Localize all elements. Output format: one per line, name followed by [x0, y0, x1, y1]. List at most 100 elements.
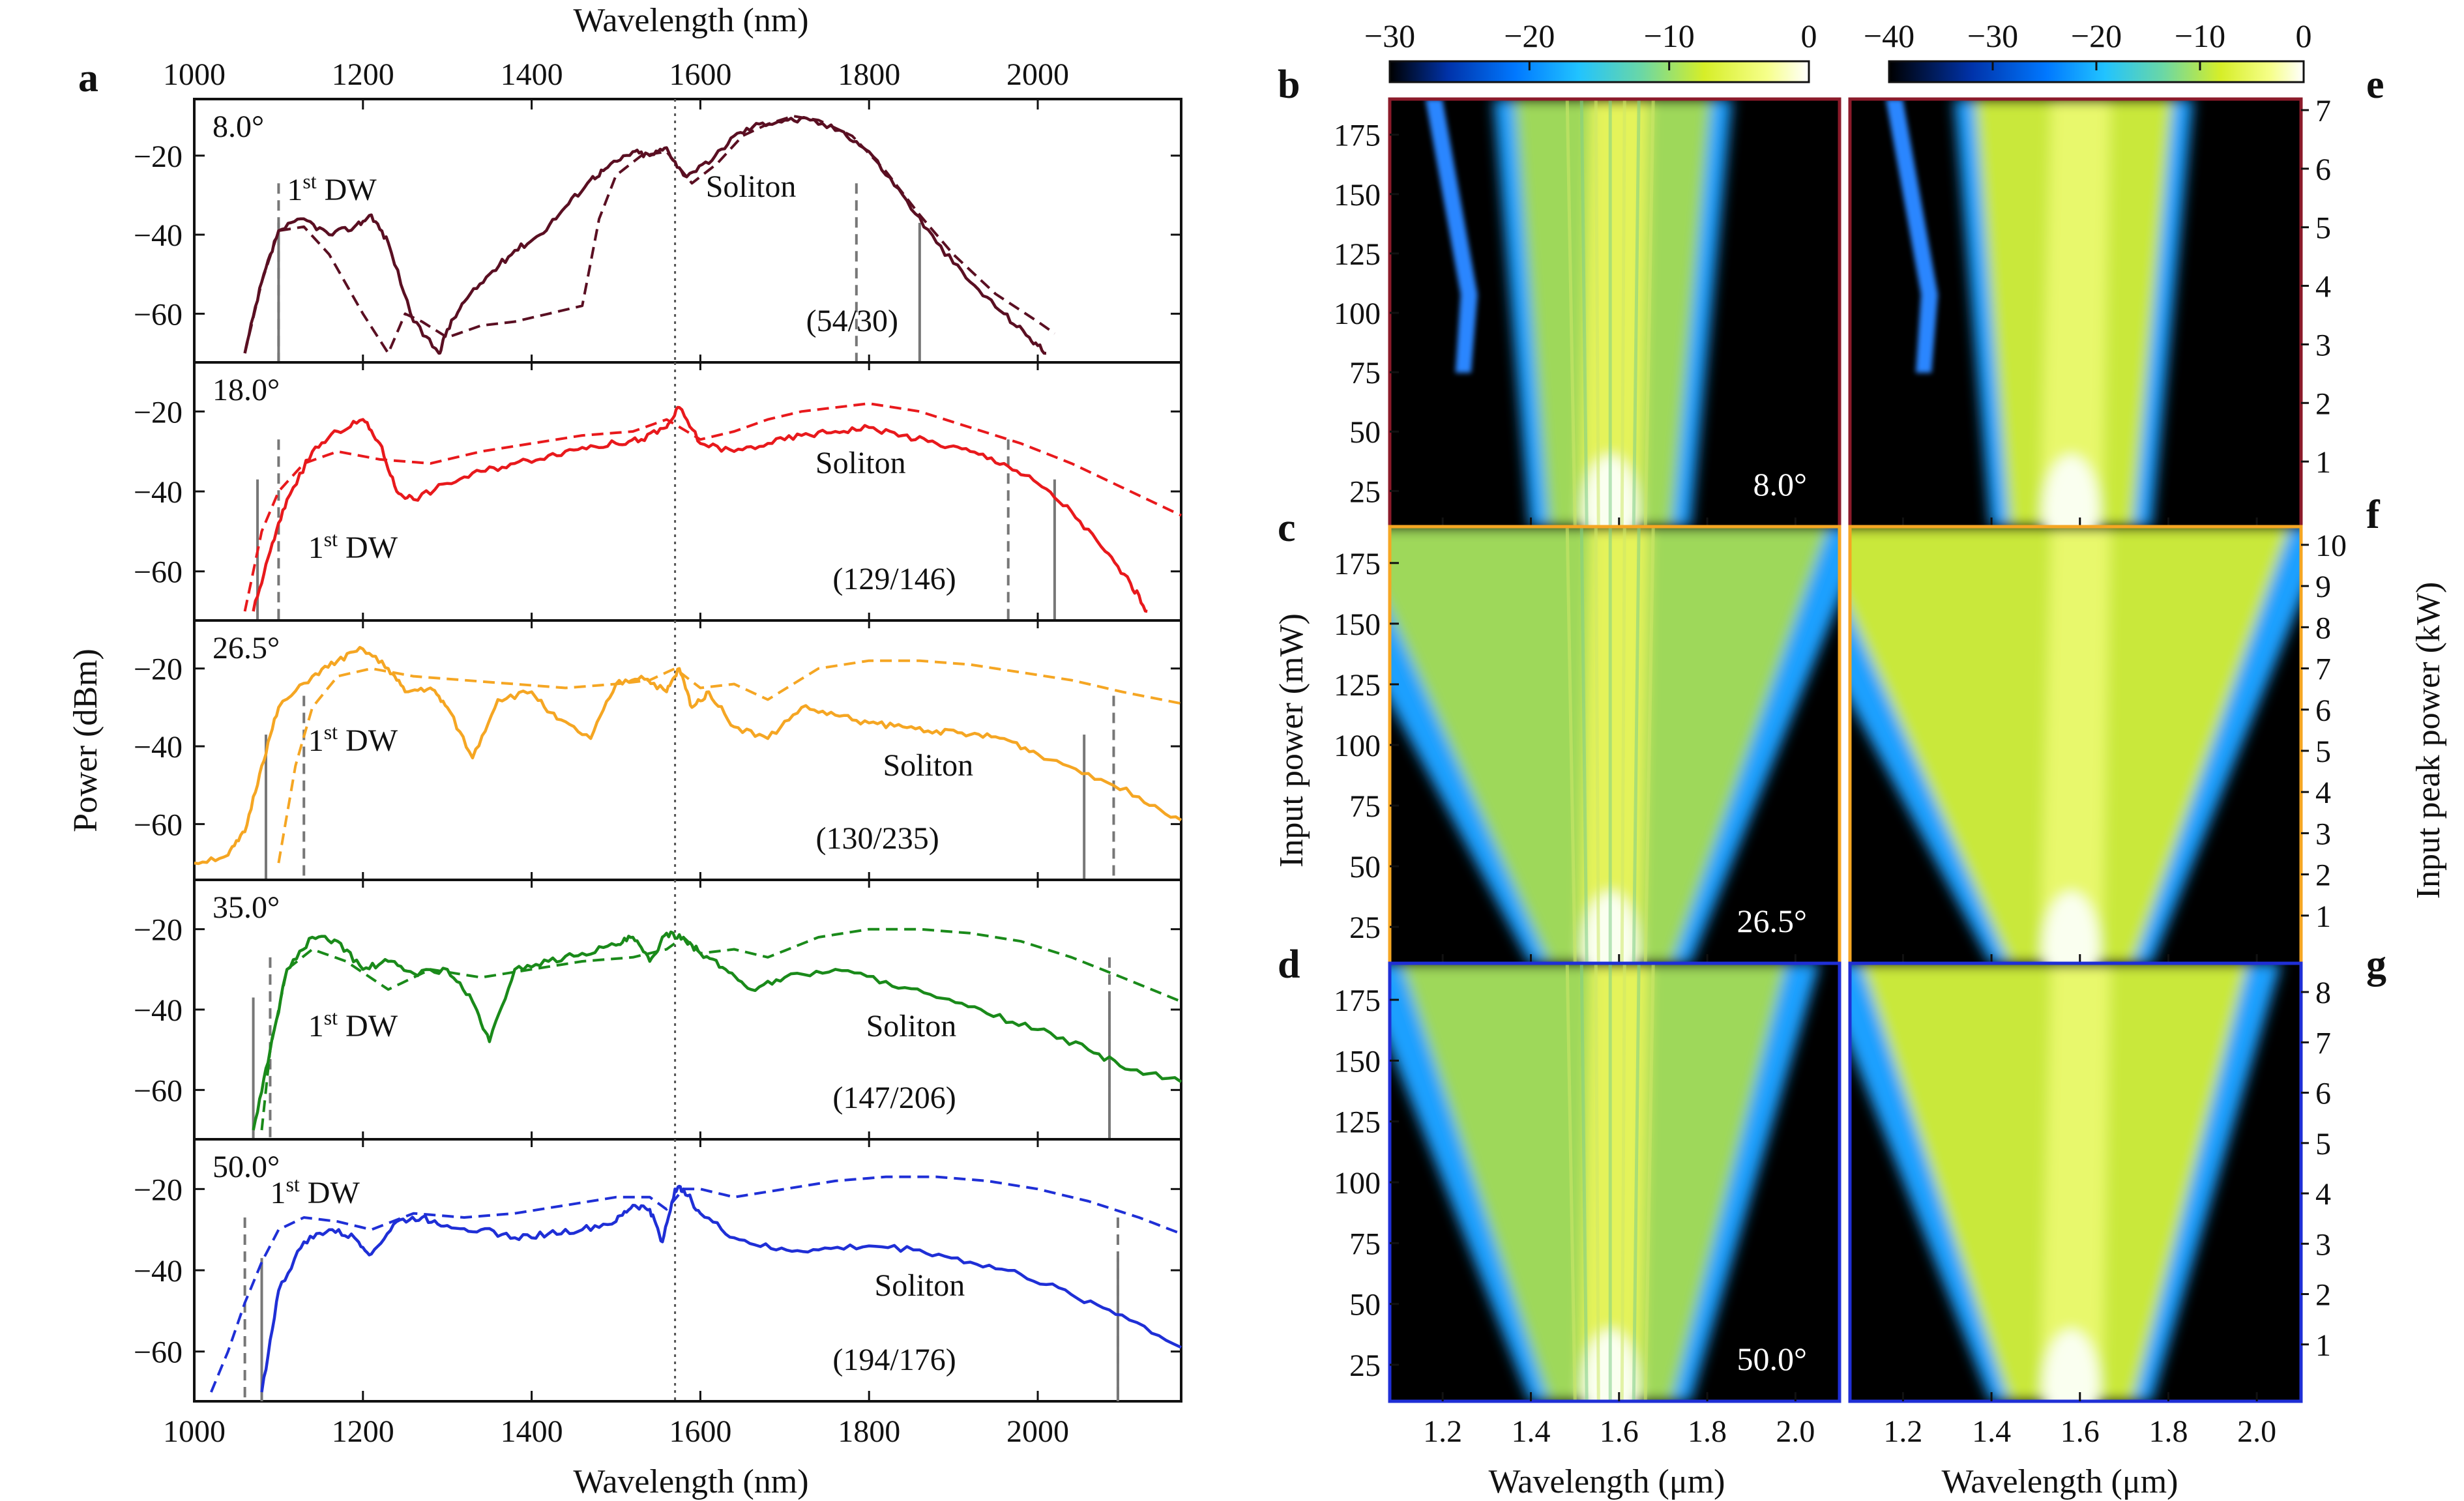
panel-a-bottom-xlabel: Wavelength (nm)	[573, 1463, 808, 1500]
map-center	[2040, 527, 2111, 963]
dw-suffix: DW	[338, 1009, 398, 1043]
map-right-y-tick-label: 4	[2315, 1177, 2331, 1212]
map-y-tick-label: 125	[1334, 237, 1381, 272]
dispersive-wave-label: 1st DW	[270, 1173, 360, 1210]
dispersive-wave-label: 1st DW	[308, 720, 398, 758]
soliton-label: Soliton	[815, 446, 906, 480]
measured-spectrum-line	[260, 1184, 1182, 1393]
map-y-tick-label: 25	[1349, 474, 1381, 509]
heatmap-ylabel-left: Input power (mW)	[1273, 613, 1310, 867]
measured-spectrum-line	[252, 405, 1148, 613]
colorbar-tick-label: −30	[1364, 18, 1415, 54]
map-intensity	[1850, 527, 2301, 963]
y-tick-label: −20	[134, 652, 183, 687]
map-y-tick-label: 75	[1349, 789, 1381, 824]
interference-fringe	[1579, 527, 1589, 963]
dispersive-wave-label: 1st DW	[287, 169, 377, 207]
interference-fringe	[1632, 99, 1641, 527]
power-ratio-label: (147/206)	[832, 1081, 956, 1115]
y-tick-label: −20	[134, 1173, 183, 1207]
interference-fringe	[1565, 527, 1577, 963]
map-right-y-tick-label: 6	[2315, 1077, 2331, 1111]
panel-letter-c: c	[1278, 506, 1296, 550]
map-right-y-tick-label: 6	[2315, 153, 2331, 187]
spectrum-subplot-1: −20 −40 −60 18.0° 1st DW Soliton (129/146)	[134, 361, 1182, 622]
dispersive-wave-label: 1st DW	[308, 1006, 398, 1043]
top-x-tick-label: 1400	[501, 57, 563, 92]
map-right-y-tick-label: 7	[2315, 1026, 2331, 1060]
dw-trace-group	[1425, 99, 1478, 373]
dw-suffix: DW	[338, 723, 398, 758]
simulation-map-g: 1.2 1.4 1.6 1.8 2.0 1 2 3 4 5 6 7 8	[1848, 961, 2331, 1449]
colorbar-tick-label: 0	[2296, 18, 2312, 54]
map-y-tick-label: 150	[1334, 178, 1381, 212]
map-angle-label: 8.0°	[1753, 466, 1808, 503]
y-tick-label: −20	[134, 139, 183, 174]
map-y-tick-label: 75	[1349, 1227, 1381, 1261]
interference-fringe	[1620, 99, 1626, 527]
map-x-tick-label: 1.6	[1600, 1414, 1639, 1449]
subplot-frame	[193, 361, 1182, 622]
panel-letter-e: e	[2366, 63, 2384, 107]
top-x-tick-label: 1800	[838, 57, 900, 92]
power-ratio-label: (129/146)	[832, 562, 956, 596]
dw-suffix: DW	[300, 1176, 360, 1210]
dw-suffix: DW	[317, 173, 377, 207]
angle-label: 35.0°	[213, 890, 280, 925]
measured-spectrum-line	[194, 646, 1182, 866]
top-x-tick-label: 2000	[1006, 57, 1069, 92]
dispersive-wave-trace	[1425, 99, 1478, 373]
heatmap-xlabel-left: Wavelength (μm)	[1488, 1463, 1725, 1500]
dw-suffix: DW	[338, 531, 398, 565]
map-right-y-tick-label: 7	[2315, 94, 2331, 128]
soliton-label: Soliton	[866, 1009, 957, 1043]
map-pump-glow	[2043, 1330, 2099, 1401]
map-right-y-tick-label: 9	[2315, 570, 2331, 604]
map-y-tick-label: 175	[1334, 984, 1381, 1018]
bottom-x-tick-label: 1600	[669, 1414, 731, 1449]
map-right-y-tick-label: 1	[2315, 1328, 2331, 1363]
map-right-y-tick-label: 1	[2315, 899, 2331, 934]
map-y-tick-label: 125	[1334, 1105, 1381, 1140]
map-y-tick-label: 150	[1334, 607, 1381, 642]
colorbar-tick-label: −30	[1967, 18, 2018, 54]
angle-label: 18.0°	[213, 373, 280, 407]
top-x-tick-label: 1200	[332, 57, 394, 92]
interference-fringe	[1643, 963, 1655, 1401]
map-right-y-tick-label: 5	[2315, 735, 2331, 769]
map-intensity	[1850, 963, 2281, 1401]
map-x-tick-label: 2.0	[2237, 1414, 2276, 1449]
experiment-map-c: 26.5° 25 50 75 100 125 150 175	[1334, 525, 1841, 965]
interference-fringe	[1594, 527, 1600, 963]
colorbar-right: −40 −30 −20 −10 0	[1864, 18, 2312, 83]
simulated-spectrum-line	[243, 115, 1056, 355]
map-x-tick-label: 1.8	[2149, 1414, 2188, 1449]
y-tick-label: −40	[134, 730, 183, 765]
angle-label: 26.5°	[213, 631, 280, 665]
map-right-y-tick-label: 4	[2315, 270, 2331, 304]
panel-letter-f: f	[2366, 493, 2381, 537]
panel-letter-d: d	[1278, 942, 1300, 987]
panel-a-ylabel: Power (dBm)	[67, 648, 104, 832]
simulation-map-f: 1 2 3 4 5 6 7 8 9 10	[1848, 525, 2347, 965]
y-tick-label: −40	[134, 475, 183, 510]
map-x-tick-label: 1.2	[1423, 1414, 1462, 1449]
interference-fringe	[1643, 527, 1655, 963]
map-right-y-tick-label: 10	[2315, 529, 2347, 563]
spectrum-subplot-0: −20 −40 −60 8.0° 1st DW Soliton (54/30)	[134, 98, 1182, 364]
map-y-tick-label: 175	[1334, 119, 1381, 153]
map-pump-glow	[2043, 455, 2099, 527]
map-x-tick-label: 1.4	[1972, 1414, 2011, 1449]
map-right-y-tick-label: 2	[2315, 1278, 2331, 1313]
bottom-x-tick-label: 1800	[838, 1414, 900, 1449]
map-intensity	[1954, 99, 2193, 527]
y-tick-label: −60	[134, 1335, 183, 1370]
map-right-y-tick-label: 3	[2315, 328, 2331, 362]
map-center	[2040, 963, 2111, 1401]
dw-superscript: st	[302, 169, 316, 193]
panel-a-top-xlabel: Wavelength (nm)	[573, 2, 808, 39]
map-y-tick-label: 75	[1349, 356, 1381, 390]
interference-fringe	[1620, 527, 1626, 963]
bottom-x-tick-label: 1000	[163, 1414, 226, 1449]
heatmap-ylabel-right: Input peak power (kW)	[2410, 582, 2447, 899]
